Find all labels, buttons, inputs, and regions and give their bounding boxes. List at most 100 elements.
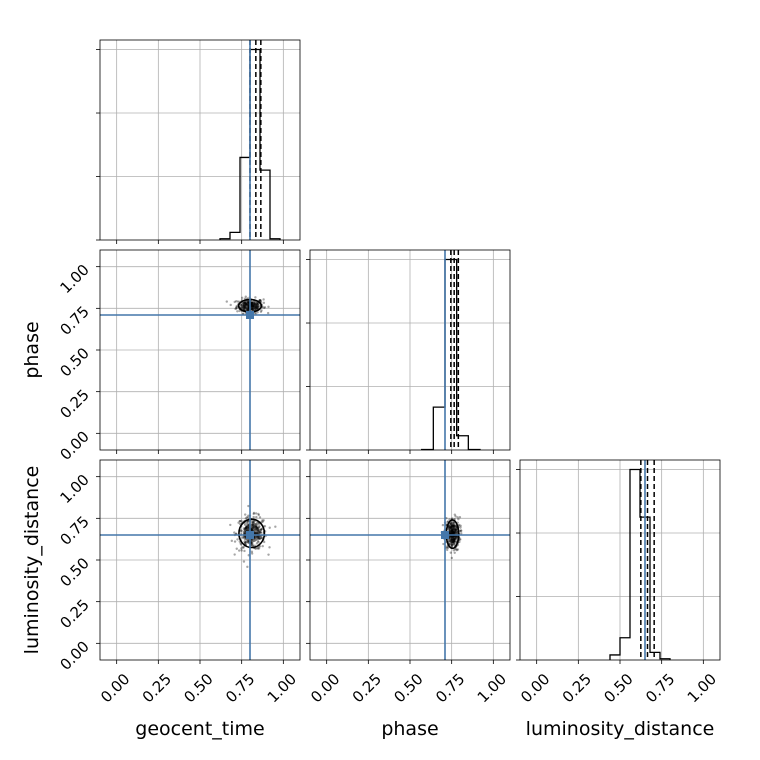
scatter-point bbox=[262, 540, 266, 544]
scatter-point bbox=[255, 523, 258, 526]
scatter-point bbox=[255, 522, 259, 525]
scatter-point bbox=[450, 543, 454, 547]
scatter-point bbox=[450, 556, 454, 560]
scatter-point bbox=[454, 525, 458, 529]
scatter-point bbox=[453, 551, 456, 555]
scatter-point bbox=[252, 511, 256, 515]
scatter-point bbox=[246, 516, 250, 519]
scatter-point bbox=[258, 299, 262, 302]
scatter-point bbox=[240, 549, 243, 552]
scatter-point bbox=[245, 521, 249, 525]
scatter-point bbox=[257, 541, 260, 544]
scatter-point bbox=[451, 521, 454, 524]
scatter-point bbox=[235, 306, 238, 309]
scatter-point bbox=[242, 546, 245, 549]
scatter-point bbox=[454, 515, 457, 518]
scatter-point bbox=[257, 547, 261, 550]
scatter-point bbox=[252, 515, 255, 519]
scatter-point bbox=[250, 550, 254, 553]
scatter-point bbox=[257, 305, 260, 309]
scatter-point bbox=[448, 525, 451, 528]
scatter-point bbox=[260, 309, 263, 312]
scatter-point bbox=[260, 528, 263, 531]
scatter-point bbox=[245, 516, 249, 519]
scatter-point bbox=[242, 560, 246, 563]
scatter-point bbox=[259, 537, 262, 540]
scatter-point bbox=[254, 547, 257, 550]
scatter-point bbox=[449, 522, 452, 525]
scatter-point bbox=[246, 565, 249, 569]
scatter-point bbox=[251, 544, 255, 547]
scatter-point bbox=[267, 553, 270, 556]
scatter-point bbox=[448, 542, 452, 546]
scatter-point bbox=[453, 548, 457, 551]
scatter-point bbox=[247, 541, 250, 544]
scatter-point bbox=[257, 512, 260, 516]
scatter-point bbox=[441, 523, 445, 527]
scatter-point bbox=[242, 301, 245, 305]
scatter-point bbox=[256, 305, 260, 309]
scatter-point bbox=[267, 305, 270, 309]
scatter-point bbox=[241, 546, 245, 549]
scatter-point bbox=[255, 515, 258, 519]
scatter-point bbox=[233, 300, 236, 304]
scatter-point bbox=[455, 548, 459, 552]
scatter-point bbox=[241, 301, 245, 305]
panel-hist-phase bbox=[306, 249, 511, 451]
scatter-point bbox=[229, 523, 232, 527]
scatter-point bbox=[452, 549, 456, 552]
scatter-point bbox=[258, 525, 261, 528]
scatter-point bbox=[243, 549, 246, 553]
scatter-point bbox=[250, 552, 254, 555]
scatter-point bbox=[446, 546, 449, 549]
scatter-point bbox=[442, 542, 445, 546]
scatter-point bbox=[453, 513, 457, 516]
scatter-point bbox=[241, 312, 245, 315]
scatter-point bbox=[459, 526, 462, 529]
scatter-point bbox=[262, 301, 266, 305]
scatter-point bbox=[252, 521, 255, 524]
scatter-point bbox=[259, 528, 262, 532]
histogram-step bbox=[609, 468, 671, 660]
x-axis-label-luminosity-distance: luminosity_distance bbox=[526, 718, 715, 740]
scatter-point bbox=[456, 531, 459, 534]
x-axis-label-phase: phase bbox=[381, 718, 438, 740]
scatter-point bbox=[237, 521, 240, 524]
scatter-point bbox=[262, 306, 266, 310]
scatter-point bbox=[257, 525, 261, 529]
panel-phase-vs-geocent-time bbox=[99, 249, 301, 451]
scatter-point bbox=[244, 295, 247, 298]
scatter-point bbox=[459, 538, 462, 541]
scatter-point bbox=[456, 516, 459, 519]
scatter-point bbox=[233, 540, 237, 543]
scatter-point bbox=[452, 543, 455, 546]
scatter-point bbox=[262, 298, 265, 301]
scatter-point bbox=[455, 548, 458, 551]
scatter-point bbox=[268, 526, 271, 529]
scatter-point bbox=[274, 525, 277, 528]
scatter-point bbox=[225, 300, 228, 303]
y-axis-label-phase: phase bbox=[21, 321, 43, 378]
scatter-point bbox=[240, 519, 243, 523]
scatter-point bbox=[254, 512, 258, 515]
scatter-point bbox=[458, 540, 461, 544]
scatter-point bbox=[459, 529, 463, 533]
scatter-point bbox=[457, 518, 460, 521]
scatter-point bbox=[230, 539, 234, 543]
scatter-point bbox=[233, 531, 236, 534]
scatter-point bbox=[455, 537, 458, 541]
scatter-point bbox=[257, 513, 260, 517]
scatter-point bbox=[259, 299, 263, 302]
scatter-point bbox=[450, 544, 454, 547]
scatter-point bbox=[247, 504, 250, 508]
scatter-point bbox=[241, 536, 244, 539]
scatter-point bbox=[459, 529, 463, 532]
scatter-point bbox=[256, 540, 260, 543]
scatter-point bbox=[240, 547, 243, 550]
scatter-point bbox=[446, 546, 450, 550]
scatter-point bbox=[229, 303, 232, 307]
scatter-point bbox=[260, 528, 263, 531]
scatter-point bbox=[256, 302, 259, 305]
scatter-point bbox=[238, 520, 241, 523]
